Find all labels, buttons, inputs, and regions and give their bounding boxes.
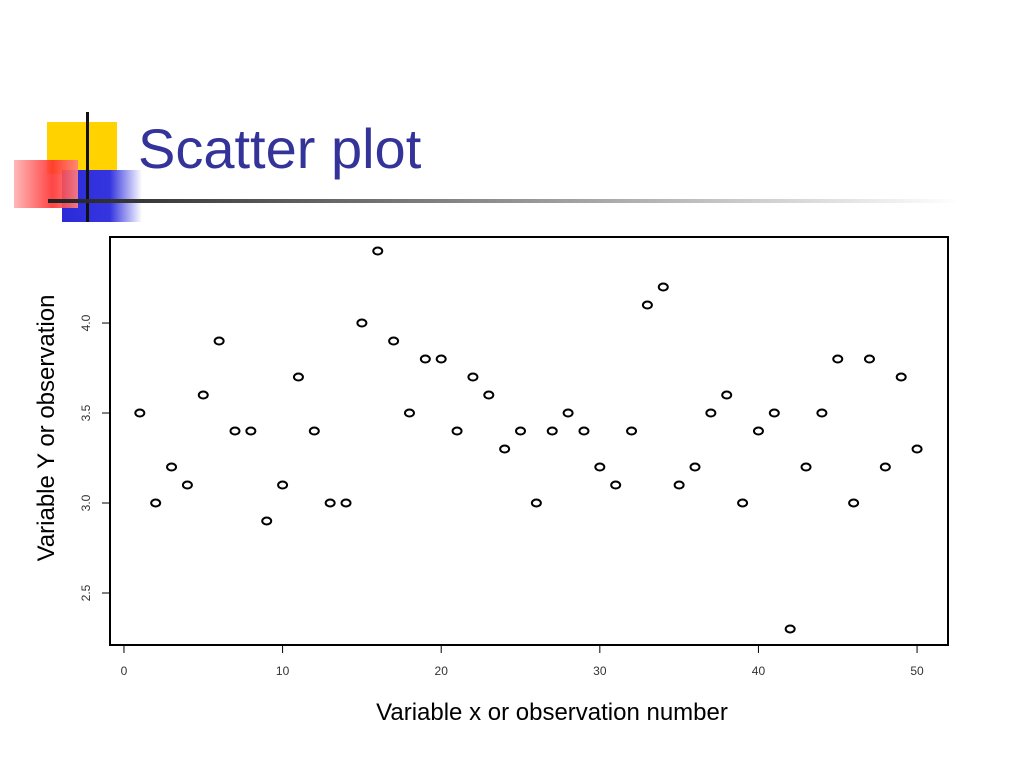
point [499,444,511,454]
y-tick-label: 3.0 [79,494,93,511]
point [213,336,225,346]
point [752,426,764,436]
point [689,462,701,472]
point [277,480,289,490]
point [134,408,146,418]
point [705,408,717,418]
x-tick-label: 10 [276,664,290,678]
point [768,408,780,418]
point [784,624,796,634]
point [594,462,606,472]
point [515,426,527,436]
point [641,300,653,310]
point [435,354,447,364]
point [863,354,875,364]
point [197,390,209,400]
point [879,462,891,472]
point [324,498,336,508]
point [340,498,352,508]
point [848,498,860,508]
x-tick-label: 30 [593,664,607,678]
point [530,498,542,508]
x-axis-label: Variable x or observation number [376,699,728,726]
plot-frame [109,236,949,646]
point [245,426,257,436]
point [372,246,384,256]
point [451,426,463,436]
point [578,426,590,436]
point [356,318,368,328]
y-tick-label: 4.0 [79,314,93,331]
x-tick-label: 50 [910,664,924,678]
point [816,408,828,418]
point [419,354,431,364]
point [467,372,479,382]
point [562,408,574,418]
point [261,516,273,526]
point [895,372,907,382]
point [610,480,622,490]
point [673,480,685,490]
y-tick-label: 3.5 [79,404,93,421]
x-tick-label: 20 [435,664,449,678]
point [657,282,669,292]
chart-title: Scatter plot [138,117,422,180]
point [388,336,400,346]
point [403,408,415,418]
point [150,498,162,508]
point [800,462,812,472]
point [721,390,733,400]
point [832,354,844,364]
point [166,462,178,472]
point [737,498,749,508]
point [483,390,495,400]
point [546,426,558,436]
point [911,444,923,454]
y-axis-label: Variable Y or observation [33,295,60,562]
point [229,426,241,436]
point [292,372,304,382]
point [308,426,320,436]
x-tick-label: 0 [121,664,128,678]
x-tick-label: 40 [752,664,766,678]
y-tick-label: 2.5 [79,584,93,601]
point [626,426,638,436]
point [181,480,193,490]
decoration [14,112,960,222]
